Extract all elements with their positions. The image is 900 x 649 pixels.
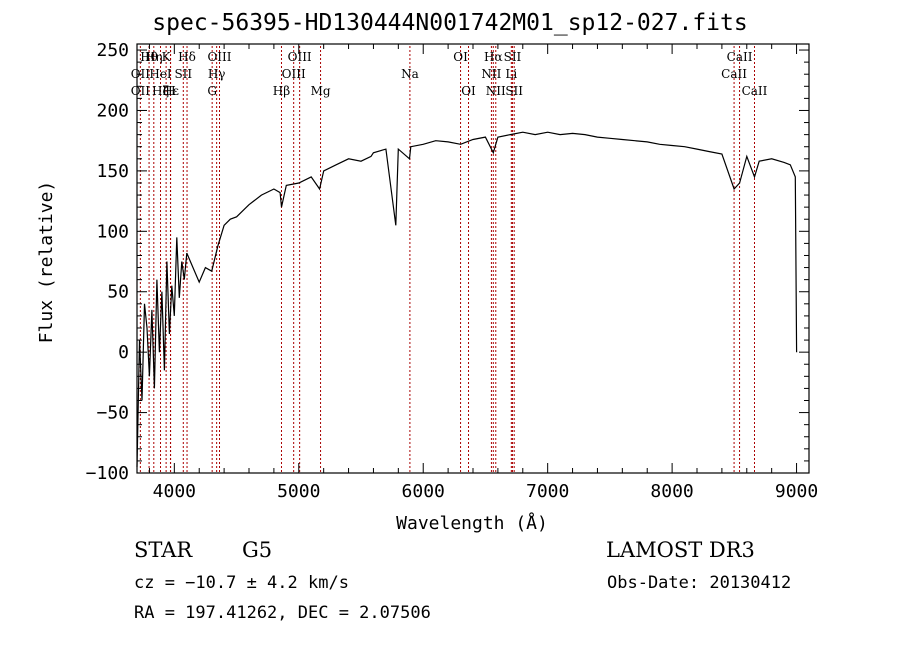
line-label: SII [505, 84, 523, 98]
y-tick-label: 250 [96, 40, 129, 61]
x-tick-label: 6000 [402, 481, 445, 502]
line-label: OIII [288, 50, 312, 64]
line-label: NII [486, 84, 506, 98]
line-label: K [162, 50, 172, 64]
chart-title: spec-56395-HD130444N001742M01_sp12-027.f… [152, 10, 748, 36]
line-label: OI [453, 50, 468, 64]
line-label: HeI [149, 67, 172, 81]
line-label: OIII [282, 67, 306, 81]
line-label: Hε [162, 84, 179, 98]
line-label: Hγ [208, 67, 226, 81]
line-label: SII [174, 67, 192, 81]
x-tick-label: 8000 [650, 481, 693, 502]
line-label: Hδ [178, 50, 196, 64]
line-label: Li [505, 67, 517, 81]
y-tick-label: 150 [96, 161, 129, 182]
line-label: G [207, 84, 217, 98]
line-label: CaII [727, 50, 753, 64]
line-label: Hη [145, 50, 163, 64]
plot-frame [136, 43, 810, 474]
obs-date: Obs-Date: 20130412 [607, 573, 792, 593]
x-axis-label: Wavelength (Å) [396, 512, 548, 534]
x-tick-label: 5000 [277, 481, 320, 502]
x-axis: 4000 5000 6000 7000 8000 9000 [148, 44, 818, 502]
spectral-subclass: G5 [242, 538, 273, 562]
line-label: CaII [721, 67, 747, 81]
line-markers [139, 46, 755, 473]
line-label: OI [461, 84, 476, 98]
coordinates: RA = 197.41262, DEC = 2.07506 [134, 603, 431, 623]
y-tick-label: 200 [96, 100, 129, 121]
y-tick-label: −100 [86, 463, 129, 484]
redshift-text: cz = −10.7 ± 4.2 km/s [134, 573, 349, 593]
y-axis-label: Flux (relative) [36, 181, 57, 344]
line-label: Hβ [273, 84, 290, 98]
line-label: CaII [742, 84, 768, 98]
y-tick-label: −50 [96, 403, 129, 424]
line-labels: OIIOIIHθHηHeIHζKHHεSIIHδGHγOIIIHβOIIIOII… [131, 50, 768, 98]
line-label: Na [401, 67, 419, 81]
y-tick-label: 100 [96, 221, 129, 242]
x-tick-label: 7000 [526, 481, 569, 502]
object-class: STAR [134, 538, 193, 562]
line-label: Hθ [140, 50, 158, 64]
survey-name: LAMOST DR3 [606, 538, 755, 562]
y-axis: −100 −50 0 50 100 150 200 250 [86, 40, 809, 484]
spectrum-line [136, 131, 798, 468]
line-label: Hα [484, 50, 503, 64]
line-label: OIII [207, 50, 231, 64]
line-label: OII [131, 84, 151, 98]
y-tick-label: 0 [118, 342, 129, 363]
line-label: SII [504, 50, 522, 64]
line-label: H [165, 84, 175, 98]
x-tick-label: 4000 [153, 481, 196, 502]
y-tick-label: 50 [107, 282, 129, 303]
x-tick-label: 9000 [775, 481, 818, 502]
line-label: Mg [311, 84, 331, 98]
line-label: Hζ [152, 84, 169, 98]
line-label: NII [481, 67, 501, 81]
